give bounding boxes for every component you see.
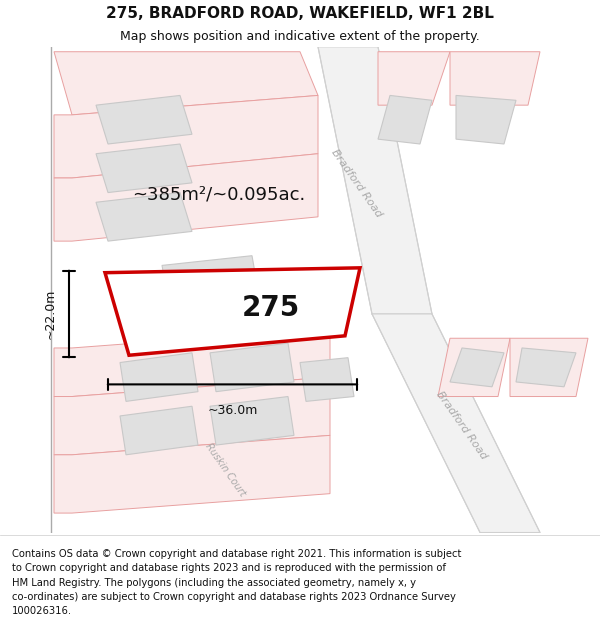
Polygon shape bbox=[54, 436, 330, 513]
Polygon shape bbox=[54, 96, 318, 178]
Polygon shape bbox=[456, 96, 516, 144]
Polygon shape bbox=[210, 396, 294, 445]
Text: 275, BRADFORD ROAD, WAKEFIELD, WF1 2BL: 275, BRADFORD ROAD, WAKEFIELD, WF1 2BL bbox=[106, 6, 494, 21]
Text: ~22.0m: ~22.0m bbox=[44, 289, 57, 339]
Polygon shape bbox=[516, 348, 576, 387]
Polygon shape bbox=[162, 256, 258, 299]
Polygon shape bbox=[54, 329, 330, 396]
Text: Contains OS data © Crown copyright and database right 2021. This information is : Contains OS data © Crown copyright and d… bbox=[12, 549, 461, 559]
Text: to Crown copyright and database rights 2023 and is reproduced with the permissio: to Crown copyright and database rights 2… bbox=[12, 564, 446, 574]
Polygon shape bbox=[120, 406, 198, 455]
Polygon shape bbox=[96, 192, 192, 241]
Polygon shape bbox=[120, 353, 198, 401]
Polygon shape bbox=[510, 338, 588, 396]
Text: Ruskin Court: Ruskin Court bbox=[203, 441, 247, 498]
Polygon shape bbox=[372, 314, 540, 532]
Polygon shape bbox=[162, 290, 258, 333]
Polygon shape bbox=[438, 338, 510, 396]
Polygon shape bbox=[450, 348, 504, 387]
Polygon shape bbox=[378, 52, 450, 105]
Text: 275: 275 bbox=[242, 294, 300, 322]
Polygon shape bbox=[96, 144, 192, 192]
Polygon shape bbox=[318, 47, 432, 314]
Polygon shape bbox=[0, 47, 600, 532]
Polygon shape bbox=[378, 96, 432, 144]
Polygon shape bbox=[54, 154, 318, 241]
Polygon shape bbox=[300, 357, 354, 401]
Polygon shape bbox=[96, 96, 192, 144]
Polygon shape bbox=[105, 268, 360, 355]
Text: Map shows position and indicative extent of the property.: Map shows position and indicative extent… bbox=[120, 30, 480, 43]
Polygon shape bbox=[450, 52, 540, 105]
Text: co-ordinates) are subject to Crown copyright and database rights 2023 Ordnance S: co-ordinates) are subject to Crown copyr… bbox=[12, 592, 456, 602]
Text: 100026316.: 100026316. bbox=[12, 606, 72, 616]
Text: ~36.0m: ~36.0m bbox=[208, 404, 257, 417]
Text: HM Land Registry. The polygons (including the associated geometry, namely x, y: HM Land Registry. The polygons (includin… bbox=[12, 578, 416, 588]
Polygon shape bbox=[210, 343, 294, 392]
Text: ~385m²/~0.095ac.: ~385m²/~0.095ac. bbox=[132, 186, 305, 204]
Text: Bradford Road: Bradford Road bbox=[435, 390, 489, 461]
Polygon shape bbox=[54, 52, 318, 115]
Polygon shape bbox=[54, 377, 330, 455]
Text: Bradford Road: Bradford Road bbox=[330, 147, 384, 219]
